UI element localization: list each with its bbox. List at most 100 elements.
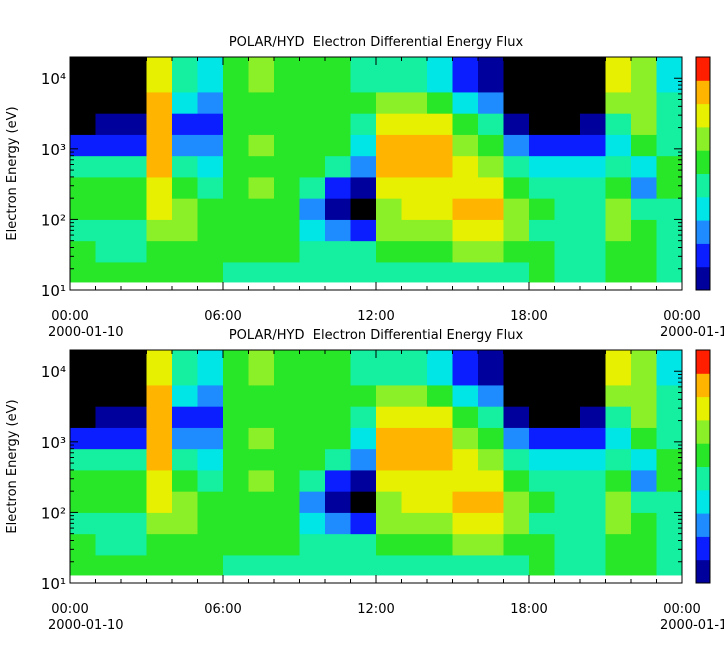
spectrogram-cell	[452, 155, 479, 178]
spectrogram-cell	[95, 448, 122, 471]
spectrogram-cell	[274, 261, 300, 283]
spectrogram-cell	[478, 384, 504, 407]
spectrogram-cell	[529, 57, 555, 93]
spectrogram-cell	[580, 198, 606, 220]
spectrogram-cell	[274, 448, 300, 471]
spectrogram-cell	[529, 176, 555, 199]
spectrogram-cell	[274, 240, 300, 263]
spectrogram-cell	[299, 491, 326, 513]
spectrogram-cell	[656, 469, 683, 492]
spectrogram-cell	[503, 469, 530, 492]
spectrogram-cell	[631, 91, 657, 114]
spectrogram-cell	[172, 113, 198, 135]
spectrogram-cell	[350, 176, 377, 199]
spectrogram-cell	[274, 406, 300, 428]
spectrogram-cell	[350, 134, 377, 157]
spectrogram-cell	[95, 554, 122, 576]
spectrogram-cell	[70, 261, 96, 283]
spectrogram-cell	[350, 406, 377, 428]
spectrogram-cell	[452, 219, 479, 242]
spectrogram-cell	[248, 176, 275, 199]
spectrogram-cell	[452, 512, 479, 535]
spectrogram-cell	[631, 491, 657, 513]
spectrogram-cell	[376, 491, 402, 513]
y-tick-label: 10⁴	[41, 363, 66, 381]
spectrogram-cell	[299, 155, 326, 178]
spectrogram-cell	[146, 240, 173, 263]
spectrogram-cell	[478, 491, 504, 513]
spectrogram-cell	[70, 91, 96, 114]
spectrogram-cell	[197, 113, 224, 135]
spectrogram-cell	[503, 406, 530, 428]
spectrogram-cell	[299, 512, 326, 535]
spectrogram-cell	[325, 261, 351, 283]
spectrogram-cell	[197, 57, 224, 93]
spectrogram-cell	[631, 427, 657, 450]
spectrogram-cell	[631, 57, 657, 93]
spectrogram-cell	[121, 240, 147, 263]
spectrogram-cell	[529, 219, 555, 242]
spectrogram-cell	[350, 57, 377, 93]
spectrogram-cell	[605, 57, 632, 93]
spectrogram-cell	[580, 176, 606, 199]
spectrogram-cell	[631, 448, 657, 471]
spectrogram-cell	[656, 448, 683, 471]
spectrogram-cell	[70, 240, 96, 263]
spectrogram-cell	[631, 198, 657, 220]
spectrogram-cell	[452, 533, 479, 556]
spectrogram-cell	[274, 198, 300, 220]
spectrogram-cell	[223, 134, 249, 157]
spectrogram-cell	[197, 350, 224, 386]
spectrogram-cell	[376, 406, 402, 428]
spectrogram-cell	[121, 469, 147, 492]
spectrogram-cell	[248, 533, 275, 556]
spectrogram-cell	[350, 427, 377, 450]
spectrogram-cell	[503, 91, 530, 114]
spectrogram-cell	[529, 406, 555, 428]
spectrogram-cell	[223, 491, 249, 513]
spectrogram-cell	[452, 91, 479, 114]
colorbar-swatch	[696, 373, 710, 398]
spectrogram-cell	[121, 219, 147, 242]
spectrogram-cell	[172, 57, 198, 93]
spectrogram-cell	[503, 176, 530, 199]
spectrogram-cell	[121, 57, 147, 93]
spectrogram-cell	[503, 350, 530, 386]
spectrogram-cell	[197, 448, 224, 471]
spectrogram-cell	[580, 533, 606, 556]
spectrogram-cell	[554, 155, 581, 178]
spectrogram-cell	[529, 240, 555, 263]
spectrogram-cell	[274, 57, 300, 93]
spectrogram-cell	[478, 261, 504, 283]
x-tick-label: 00:00	[663, 602, 700, 617]
spectrogram-cell	[223, 176, 249, 199]
spectrogram-cell	[580, 448, 606, 471]
spectrogram-cell	[248, 469, 275, 492]
spectrogram-cell	[376, 512, 402, 535]
spectrogram-cell	[401, 533, 428, 556]
spectrogram-cell	[325, 533, 351, 556]
date-label: 2000-01-10	[48, 325, 124, 340]
spectrogram-cell	[172, 512, 198, 535]
spectrogram-cell	[197, 176, 224, 199]
spectrogram-cell	[70, 533, 96, 556]
spectrogram-cell	[452, 57, 479, 93]
spectrogram-cell	[478, 176, 504, 199]
x-tick-label: 00:00	[51, 602, 88, 617]
spectrogram-cell	[529, 512, 555, 535]
spectrogram-cell	[580, 469, 606, 492]
spectrogram-cell	[478, 350, 504, 386]
spectrogram-cell	[325, 219, 351, 242]
spectrogram-cell	[223, 427, 249, 450]
spectrogram-cell	[248, 427, 275, 450]
spectrogram-cell	[274, 219, 300, 242]
spectrogram-cell	[580, 512, 606, 535]
spectrogram-cell	[299, 134, 326, 157]
spectrogram-cell	[95, 91, 122, 114]
spectrogram-cell	[580, 134, 606, 157]
spectrogram-cell	[631, 350, 657, 386]
spectrogram-cell	[452, 198, 479, 220]
spectrogram-cell	[172, 198, 198, 220]
date-label: 2000-01-11	[660, 618, 724, 633]
